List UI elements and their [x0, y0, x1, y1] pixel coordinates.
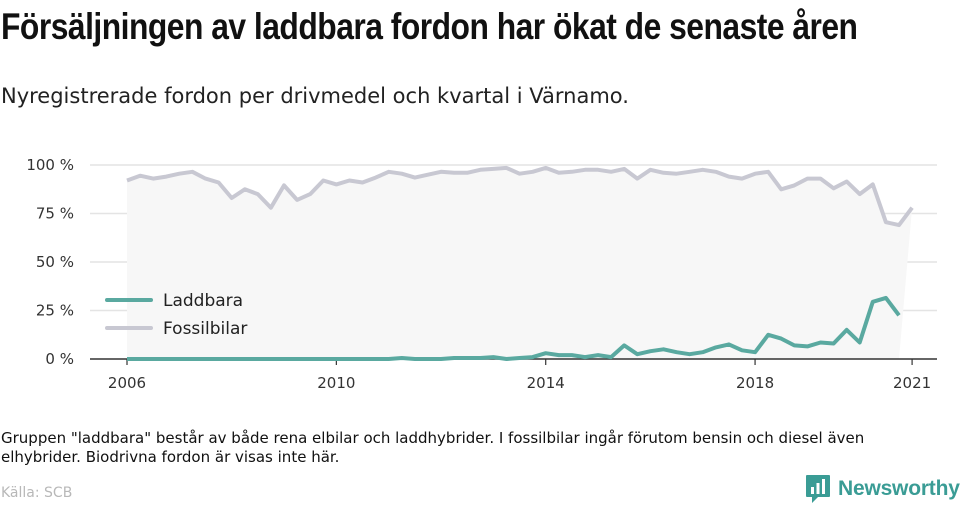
- y-tick-label: 100 %: [26, 156, 74, 174]
- legend: Laddbara Fossilbilar: [105, 291, 247, 339]
- source-label: Källa: SCB: [1, 485, 73, 501]
- y-tick-label: 0 %: [45, 350, 74, 368]
- brand-logo: Newsworthy: [805, 474, 960, 504]
- y-tick-label: 50 %: [36, 253, 74, 271]
- brand-name: Newsworthy: [838, 477, 960, 500]
- legend-label-fossilbilar: Fossilbilar: [163, 319, 247, 339]
- fossil-area-fill: [127, 167, 913, 359]
- y-tick-label: 75 %: [36, 205, 74, 223]
- legend-label-laddbara: Laddbara: [163, 291, 243, 311]
- series-line-laddbara: [127, 295, 901, 361]
- y-tick-label: 25 %: [36, 302, 74, 320]
- line-chart: 0 % 25 % 50 % 75 % 100 % 2006 2010 2014 2018 202…: [26, 156, 937, 392]
- x-tick-label: 2014: [527, 374, 565, 392]
- x-tick-label: 2021: [893, 374, 931, 392]
- y-axis-ticks: 0 % 25 % 50 % 75 % 100 %: [26, 156, 74, 368]
- footnote: Gruppen "laddbara" består av både rena e…: [1, 429, 865, 466]
- chart-subtitle: Nyregistrerade fordon per drivmedel och …: [1, 84, 629, 108]
- x-tick-label: 2006: [108, 374, 146, 392]
- series-line-fossilbilar: [126, 165, 914, 228]
- x-tick-label: 2010: [317, 374, 355, 392]
- x-tick-label: 2018: [736, 374, 774, 392]
- x-axis-ticks: 2006 2010 2014 2018 2021: [108, 359, 931, 392]
- chart-title: Försäljningen av laddbara fordon har öka…: [1, 6, 858, 47]
- newsworthy-logo-icon: [806, 475, 830, 503]
